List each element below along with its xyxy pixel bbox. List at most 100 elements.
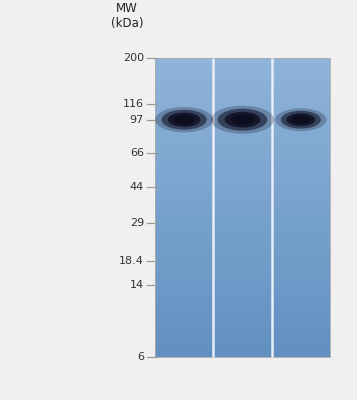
Bar [155,320,330,323]
Bar [155,252,330,256]
Ellipse shape [211,106,274,134]
Bar [155,118,330,122]
Text: 44: 44 [130,182,144,192]
Bar [155,155,330,159]
Bar [155,290,330,294]
Ellipse shape [173,115,195,124]
Bar [155,95,330,99]
Ellipse shape [225,112,260,128]
Bar [155,92,330,95]
Bar [155,260,330,264]
Bar [155,208,330,211]
Bar [155,222,330,226]
Bar [155,316,330,320]
Bar [155,264,330,267]
Ellipse shape [286,113,315,126]
Bar [155,110,330,114]
Ellipse shape [231,114,255,125]
Bar [155,148,330,152]
Ellipse shape [155,107,213,132]
Bar [155,84,330,88]
Bar [155,219,330,222]
Ellipse shape [168,112,200,127]
Bar [155,331,330,334]
Bar [155,338,330,342]
Text: 18.4: 18.4 [119,256,144,266]
Bar [155,282,330,286]
Bar [155,189,330,192]
Bar [155,69,330,73]
Bar [155,58,330,357]
Bar [155,174,330,178]
Bar [155,271,330,275]
Bar [155,267,330,271]
Bar [155,230,330,234]
Bar [155,196,330,200]
Bar [155,256,330,260]
Text: 66: 66 [130,148,144,158]
Bar [155,136,330,140]
Bar [155,66,330,69]
Bar [155,166,330,170]
Bar [155,129,330,133]
Bar [155,342,330,346]
Bar [155,204,330,208]
Ellipse shape [275,108,327,131]
Bar [155,192,330,196]
Bar [155,170,330,174]
Bar [155,144,330,148]
Bar [155,88,330,92]
Text: 14: 14 [130,280,144,290]
Bar [155,62,330,66]
Bar [155,294,330,297]
Bar [155,278,330,282]
Bar [155,140,330,144]
Bar [155,73,330,77]
Bar [155,215,330,219]
Ellipse shape [281,111,321,128]
Bar [155,152,330,155]
Bar [155,334,330,338]
Bar [155,58,330,62]
Bar [155,249,330,252]
Text: 6: 6 [137,352,144,362]
Text: 116: 116 [123,100,144,110]
Bar [155,106,330,110]
Text: MW
(kDa): MW (kDa) [111,2,143,30]
Bar [155,159,330,163]
Bar [155,297,330,301]
Bar [155,301,330,305]
Bar [155,99,330,103]
Bar [155,211,330,215]
Ellipse shape [291,116,311,124]
Bar [155,200,330,204]
Bar [155,353,330,357]
Bar [155,238,330,241]
Text: 29: 29 [130,218,144,228]
Bar [155,308,330,312]
Ellipse shape [218,109,267,131]
Bar [155,350,330,353]
Bar [155,80,330,84]
Bar [155,241,330,245]
Bar [155,327,330,331]
Bar [155,163,330,166]
Bar [155,234,330,238]
Bar [155,305,330,308]
Text: 200: 200 [123,53,144,63]
Bar [155,122,330,125]
Bar [155,133,330,136]
Bar [155,77,330,80]
Ellipse shape [162,110,207,130]
Bar [155,286,330,290]
Bar [155,346,330,350]
Bar [155,178,330,181]
Text: 97: 97 [130,115,144,125]
Bar [155,125,330,129]
Bar [155,226,330,230]
Bar [155,275,330,278]
Bar [155,103,330,106]
Bar [155,181,330,185]
Bar [155,312,330,316]
Bar [155,323,330,327]
